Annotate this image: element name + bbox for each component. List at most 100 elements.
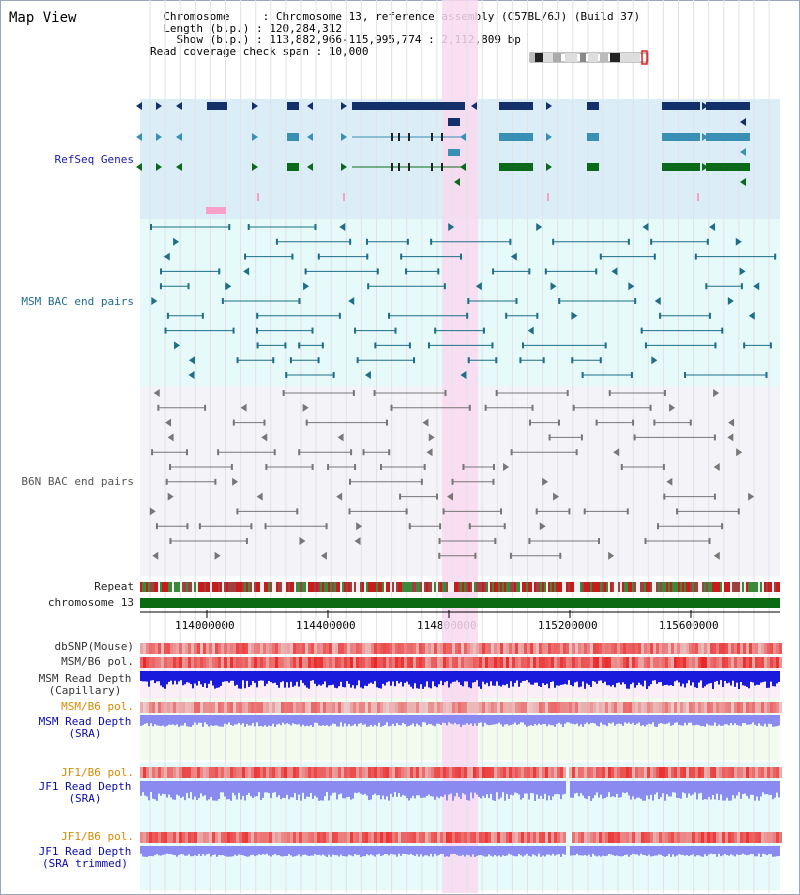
msm-b6-pol-heat-cell (572, 657, 575, 668)
dbsnp-heat-cell (692, 643, 695, 654)
msm-depth-capillary-bar (436, 671, 438, 688)
jf1-depth-trimmed-bar (592, 846, 594, 854)
jf1-depth-sra-bar (388, 781, 390, 801)
msm-b6-pol-heat-cell (140, 657, 143, 668)
jf1-depth-trimmed-bar (336, 846, 338, 856)
jf1-depth-sra-bar (638, 781, 640, 798)
msm-depth-capillary-bar (568, 671, 570, 681)
msm-depth-sra-bar (704, 715, 706, 727)
b6n-bac-end-marker (462, 464, 465, 470)
b6n-bac-end-marker (620, 464, 623, 470)
jf1-b6-pol-2-heat-cell (578, 832, 581, 843)
msm-depth-sra-bar (694, 715, 696, 726)
msm-b6-pol-heat-cell (707, 657, 710, 668)
msm-b6-pol-sra-heat-cell (566, 702, 569, 713)
msm-depth-capillary-bar (220, 671, 222, 686)
msm-depth-capillary-bar (318, 671, 320, 685)
jf1-depth-trimmed-bar (528, 846, 530, 856)
msm-bac-end-arrow (188, 371, 195, 379)
gene-strand-arrow (740, 178, 746, 186)
msm-depth-capillary-bar (760, 671, 762, 683)
msm-depth-sra-bar (198, 715, 200, 723)
b6n-bac-end-marker (165, 478, 168, 485)
jf1-b6-pol-heat-cell (404, 767, 407, 778)
repeat-segment (732, 582, 734, 592)
dbsnp-heat-cell (275, 643, 278, 654)
jf1-depth-trimmed-bar (318, 846, 320, 855)
jf1-b6-pol-2-heat-cell (200, 832, 203, 843)
jf1-depth-sra-bar (504, 781, 506, 801)
msm-depth-sra-bar (188, 715, 190, 727)
msm-depth-sra-bar (686, 715, 688, 726)
jf1-b6-pol-heat-cell (257, 767, 260, 778)
jf1-b6-pol-heat-cell (173, 767, 176, 778)
repeat-segment (710, 582, 712, 592)
dbsnp-heat-cell (149, 643, 152, 654)
dbsnp-heat-cell (404, 643, 407, 654)
repeat-segment (618, 582, 620, 592)
jf1-b6-pol-2-heat-cell (341, 832, 344, 843)
msm-depth-sra-bar (552, 715, 554, 726)
b6n-bac-end-arrow (149, 507, 156, 516)
dbsnp-heat-cell (215, 643, 218, 654)
repeat-segment (760, 582, 762, 592)
jf1-b6-pol-2-heat-cell (632, 832, 635, 843)
jf1-b6-pol-heat-cell (605, 767, 608, 778)
jf1-depth-trimmed-bar (522, 846, 524, 857)
msm-b6-pol-heat-cell (251, 657, 254, 668)
b6n-bac-end-marker (510, 449, 513, 456)
jf1-depth-sra-bar (694, 781, 696, 793)
dbsnp-heat-cell (521, 643, 524, 654)
jf1-depth-sra-bar (570, 781, 572, 798)
label-jf1-b6-pol-2: JF1/B6 pol. (61, 830, 134, 843)
jf1-depth-trimmed-bar (198, 846, 200, 855)
msm-b6-pol-heat-cell (353, 657, 356, 668)
msm-bac-end-marker (694, 253, 697, 260)
msm-depth-sra-bar (222, 715, 224, 727)
repeat-segment (772, 582, 774, 592)
msm-b6-pol-sra-heat-cell (191, 702, 194, 713)
dbsnp-heat-cell (146, 643, 149, 654)
jf1-depth-sra-bar (286, 781, 288, 795)
dbsnp-heat-cell (248, 643, 251, 654)
msm-depth-sra-bar (246, 715, 248, 725)
dbsnp-heat-cell (329, 643, 332, 654)
repeat-segment (676, 582, 678, 592)
dbsnp-heat-cell (254, 643, 257, 654)
repeat-segment (358, 582, 360, 592)
msm-depth-capillary-bar (348, 671, 350, 684)
msm-b6-pol-sra-heat-cell (281, 702, 284, 713)
dbsnp-heat-cell (152, 643, 155, 654)
msm-b6-pol-sra-heat-cell (629, 702, 632, 713)
gene-exon (706, 133, 750, 141)
msm-b6-pol-heat-cell (470, 657, 473, 668)
dbsnp-heat-cell (695, 643, 698, 654)
jf1-depth-trimmed-bar (670, 846, 672, 857)
msm-b6-pol-sra-heat-cell (347, 702, 350, 713)
jf1-b6-pol-heat-cell (176, 767, 179, 778)
jf1-depth-trimmed-bar (216, 846, 218, 857)
jf1-depth-trimmed-bar (624, 846, 626, 855)
repeat-segment (252, 582, 254, 592)
jf1-depth-trimmed-bar (706, 846, 708, 857)
msm-b6-pol-heat-cell (272, 657, 275, 668)
msm-bac-end-marker (714, 342, 717, 349)
jf1-b6-pol-2-heat-cell (278, 832, 281, 843)
msm-depth-sra-bar (254, 715, 256, 727)
msm-b6-pol-sra-heat-cell (617, 702, 620, 713)
msm-b6-pol-sra-heat-cell (701, 702, 704, 713)
msm-depth-sra-bar (210, 715, 212, 726)
jf1-depth-sra-bar (472, 781, 474, 799)
repeat-segment (522, 582, 524, 592)
jf1-b6-pol-heat-cell (488, 767, 491, 778)
jf1-b6-pol-heat-cell (221, 767, 224, 778)
jf1-depth-sra-bar (492, 781, 494, 801)
repeat-segment (414, 582, 416, 592)
jf1-depth-sra-bar (668, 781, 670, 797)
msm-b6-pol-heat-cell (326, 657, 329, 668)
msm-depth-capillary-bar (304, 671, 306, 686)
jf1-b6-pol-2-heat-cell (551, 832, 554, 843)
msm-bac-end-marker (284, 342, 287, 349)
b6n-bac-end-marker (653, 419, 656, 426)
